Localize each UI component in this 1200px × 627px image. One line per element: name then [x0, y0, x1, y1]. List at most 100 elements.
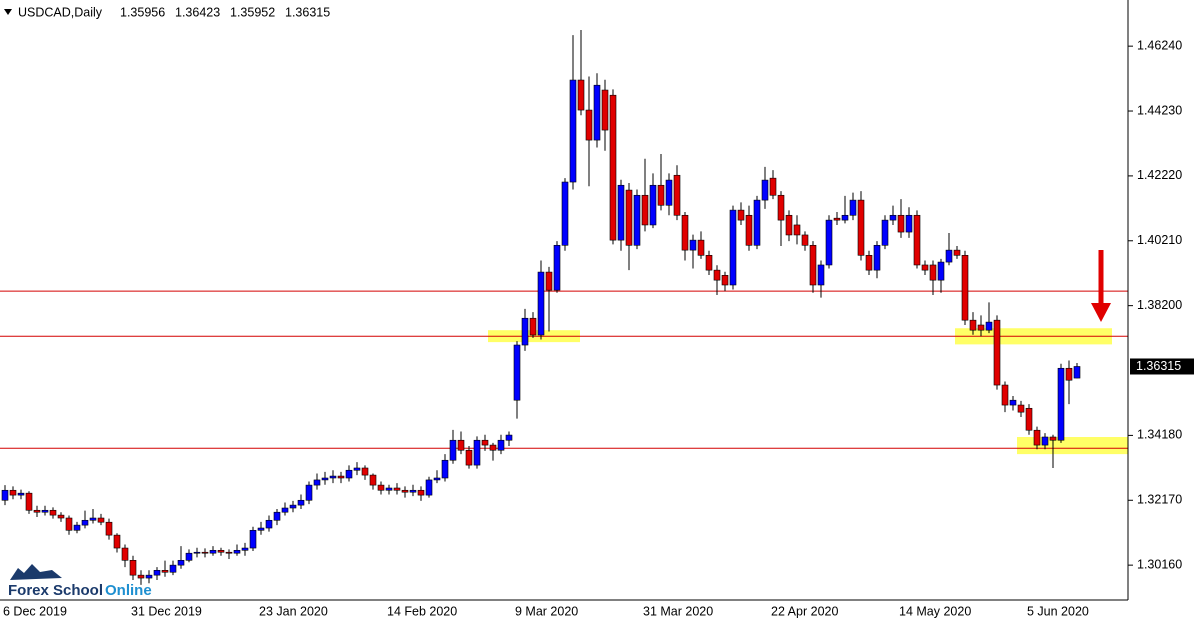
candle-body [1, 489, 9, 501]
highlight-zone [1017, 437, 1128, 455]
x-tick-label: 9 Mar 2020 [515, 604, 578, 618]
candle-body [393, 487, 401, 491]
candle-body [409, 489, 417, 493]
candle-body [969, 319, 977, 331]
candle-body [737, 209, 745, 221]
candle-body [337, 475, 345, 479]
candle-body [449, 439, 457, 461]
candle-body [153, 570, 161, 576]
candle-body [681, 214, 689, 251]
candle-body [209, 549, 217, 554]
candle-body [193, 551, 201, 554]
candle-body [817, 264, 825, 286]
candle-body [849, 199, 857, 216]
candle-body [65, 517, 73, 531]
header-low: 1.35952 [230, 5, 275, 19]
candle-body [169, 564, 177, 573]
y-tick-label: 1.30160 [1137, 557, 1182, 571]
candle-body [137, 574, 145, 579]
candle-body [689, 239, 697, 251]
candle-body [233, 549, 241, 554]
candle-body [593, 84, 601, 141]
candle-body [385, 487, 393, 491]
candle-body [313, 479, 321, 486]
candle-body [657, 184, 665, 206]
candle-body [457, 439, 465, 451]
candle-body [57, 514, 65, 519]
candle-body [369, 474, 377, 486]
candle-body [361, 467, 369, 476]
candle-body [473, 439, 481, 466]
candle-body [177, 560, 185, 566]
candle-body [921, 264, 929, 271]
candle-body [49, 509, 57, 516]
candle-body [145, 574, 153, 579]
header-open: 1.35956 [120, 5, 165, 19]
x-tick-label: 23 Jan 2020 [259, 604, 328, 618]
price-label-box [1130, 358, 1194, 375]
candle-body [129, 560, 137, 576]
candle-body [305, 484, 313, 501]
candle-body [857, 199, 865, 256]
candle-body [265, 519, 273, 529]
logo-text: Forex School [8, 582, 103, 599]
y-tick-label: 1.40210 [1137, 233, 1182, 247]
candle-body [697, 239, 705, 256]
candle-body [825, 219, 833, 266]
candle-body [873, 244, 881, 271]
candle-body [993, 319, 1001, 386]
candle-body [705, 254, 713, 271]
candle-body [1001, 384, 1009, 406]
candle-body [273, 511, 281, 521]
candle-body [497, 439, 505, 451]
candle-body [665, 179, 673, 206]
candle-body [1041, 436, 1049, 446]
price-label: 1.36315 [1136, 359, 1181, 373]
x-tick-label: 22 Apr 2020 [771, 604, 838, 618]
candle-body [801, 234, 809, 246]
candle-body [1033, 429, 1041, 446]
candle-body [865, 254, 873, 271]
header-close: 1.36315 [285, 5, 330, 19]
candle-body [289, 504, 297, 509]
candle-body [41, 509, 49, 513]
candle-body [833, 217, 841, 221]
candle-body [953, 249, 961, 256]
candle-body [961, 254, 969, 321]
candle-body [617, 184, 625, 241]
candle-body [545, 271, 553, 291]
y-tick-label: 1.38200 [1137, 298, 1182, 312]
y-tick-label: 1.32170 [1137, 493, 1182, 507]
candle-body [377, 484, 385, 491]
candle-body [9, 489, 17, 496]
candle-body [25, 492, 33, 511]
candle-body [769, 177, 777, 196]
candle-body [673, 174, 681, 216]
down-arrow [1091, 250, 1111, 322]
candle-body [353, 467, 361, 471]
candle-body [721, 275, 729, 286]
candle-body [553, 244, 561, 291]
x-tick-label: 14 May 2020 [899, 604, 971, 618]
candle-body [425, 479, 433, 496]
candle-body [609, 94, 617, 241]
logo-icon [10, 564, 62, 580]
candle-body [505, 434, 513, 441]
candle-body [321, 477, 329, 481]
candle-body [841, 214, 849, 221]
candle-body [913, 214, 921, 266]
arrow-head [1091, 303, 1111, 322]
y-tick-label: 1.34180 [1137, 428, 1182, 442]
candle-body [601, 89, 609, 131]
candle-body [529, 317, 537, 336]
candle-body [713, 269, 721, 281]
candle-body [89, 517, 97, 521]
candle-body [1065, 367, 1073, 381]
candle-body [785, 214, 793, 236]
header-arrow [4, 9, 12, 15]
candle-body [433, 477, 441, 481]
candle-body [1017, 404, 1025, 413]
candle-body [793, 224, 801, 236]
logo-text-accent: Online [105, 582, 152, 599]
